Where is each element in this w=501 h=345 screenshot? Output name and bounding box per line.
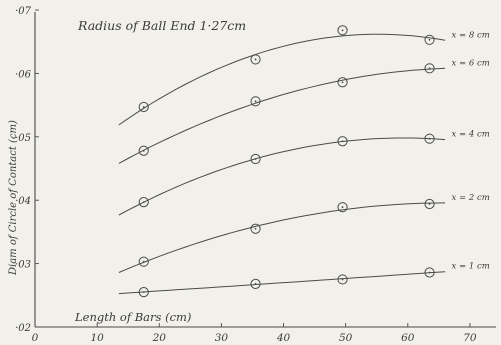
data-point (138, 101, 149, 113)
data-point (424, 133, 435, 144)
data-point (138, 287, 149, 298)
series-curve (118, 33, 446, 126)
data-point (250, 96, 261, 107)
data-point (337, 274, 348, 285)
y-tick-label: ·07 (15, 6, 32, 17)
x-tick-label: 50 (339, 332, 353, 344)
x-tick-label: 30 (215, 332, 229, 344)
y-tick-label: ·06 (15, 69, 32, 80)
y-tick-label: ·02 (15, 323, 31, 334)
data-point (250, 223, 261, 234)
series-label: x = 1 cm (452, 262, 490, 272)
data-point (337, 136, 348, 147)
data-point (250, 153, 261, 165)
series-curve (118, 202, 446, 273)
data-point (424, 267, 435, 278)
x-tick-label: 40 (276, 332, 291, 344)
y-tick-label: ·05 (15, 133, 31, 144)
data-point (138, 145, 149, 156)
series-curve (118, 271, 446, 295)
data-point (337, 25, 348, 36)
series-label: x = 6 cm (452, 58, 490, 68)
series-curve (118, 67, 446, 164)
data-point (337, 77, 348, 88)
series-labels: x = 8 cm x = 6 cm x = 4 cm x = 2 cm x = 1 cm (452, 30, 490, 271)
x-axis-label: Length of Bars (cm) (74, 310, 191, 324)
x-tick-label: 20 (152, 332, 167, 344)
points (138, 25, 435, 298)
data-point (250, 278, 261, 289)
data-point (424, 34, 435, 45)
x-tick-label: 60 (401, 332, 415, 344)
data-point (424, 63, 435, 74)
data-point (250, 54, 261, 65)
x-tick-label: 0 (32, 332, 39, 344)
x-tick-label: 70 (463, 332, 477, 344)
series-label: x = 2 cm (452, 193, 490, 203)
y-tick-label: ·04 (15, 196, 31, 207)
series-label: x = 8 cm (452, 30, 490, 40)
x-tick-label: 10 (90, 332, 104, 344)
axes (34, 12, 496, 328)
y-tick-label: ·03 (15, 260, 31, 271)
series-label: x = 4 cm (452, 130, 490, 140)
data-point (424, 198, 435, 210)
ticks: 0 10 20 30 40 50 60 70 ·02 ·03 ·04 ·05 ·06 ·07 (15, 6, 477, 344)
series-curve (118, 137, 446, 216)
chart-title: Radius of Ball End 1·27cm (77, 18, 246, 33)
y-axis-label: Diam of Circle of Contact (cm) (8, 120, 19, 276)
data-point (138, 197, 149, 208)
data-point (337, 202, 348, 213)
curves (118, 33, 446, 295)
data-point (138, 256, 149, 267)
